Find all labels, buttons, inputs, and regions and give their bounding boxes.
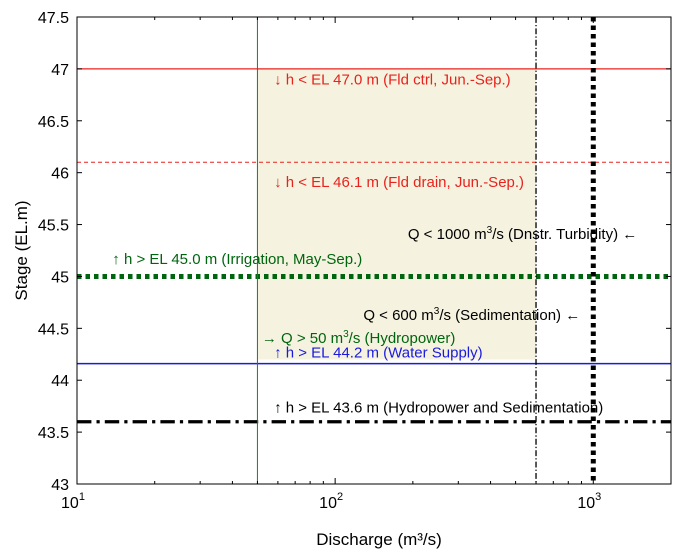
y-tick-label-6: 46 <box>51 166 69 183</box>
annotation-2: Q < 1000 m3/s (Dnstr. Turbidity) ← <box>408 225 637 243</box>
x-axis-label: Discharge (m³/s) <box>316 530 442 549</box>
y-tick-label-8: 47 <box>51 62 69 79</box>
x-tick-label-1: 102 <box>319 491 343 512</box>
x-tick-label-2: 103 <box>577 491 601 512</box>
annotation-0: ↓ h < EL 47.0 m (Fld ctrl, Jun.-Sep.) <box>274 71 511 88</box>
y-axis-label: Stage (EL.m) <box>12 200 31 300</box>
y-tick-label-9: 47.5 <box>38 10 69 27</box>
y-tick-label-3: 44.5 <box>38 321 69 338</box>
y-tick-label-0: 43 <box>51 477 69 494</box>
annotation-7: ↑ h > EL 43.6 m (Hydropower and Sediment… <box>274 399 603 416</box>
x-tick-label-0: 101 <box>61 491 85 512</box>
annotation-3: ↑ h > EL 45.0 m (Irrigation, May-Sep.) <box>112 251 362 268</box>
y-tick-label-4: 45 <box>51 269 69 286</box>
constraint-lines-layer <box>77 17 671 484</box>
annotation-6: ↑ h > EL 44.2 m (Water Supply) <box>274 344 483 361</box>
feasible-region <box>257 68 537 360</box>
axes-frame-layer <box>76 16 672 485</box>
axis-labels-layer: Discharge (m³/s) Stage (EL.m) <box>12 200 442 549</box>
annotation-1: ↓ h < EL 46.1 m (Fld drain, Jun.-Sep.) <box>274 174 524 191</box>
y-tick-label-7: 46.5 <box>38 114 69 131</box>
plot-frame <box>76 16 672 485</box>
annotations-layer: ↓ h < EL 47.0 m (Fld ctrl, Jun.-Sep.) ↓ h… <box>112 71 637 416</box>
feasible-region-layer <box>257 68 537 360</box>
y-tick-label-2: 44 <box>51 373 69 390</box>
annotation-4: Q < 600 m3/s (Sedimentation) ← <box>363 306 580 324</box>
y-tick-label-5: 45.5 <box>38 218 69 235</box>
y-tick-label-1: 43.5 <box>38 425 69 442</box>
annotation-5: → Q > 50 m3/s (Hydropower) <box>262 329 456 347</box>
ticks-layer: 43 43.5 44 44.5 45 45.5 46 46.5 47 47.5 101 102 103 <box>38 10 672 512</box>
